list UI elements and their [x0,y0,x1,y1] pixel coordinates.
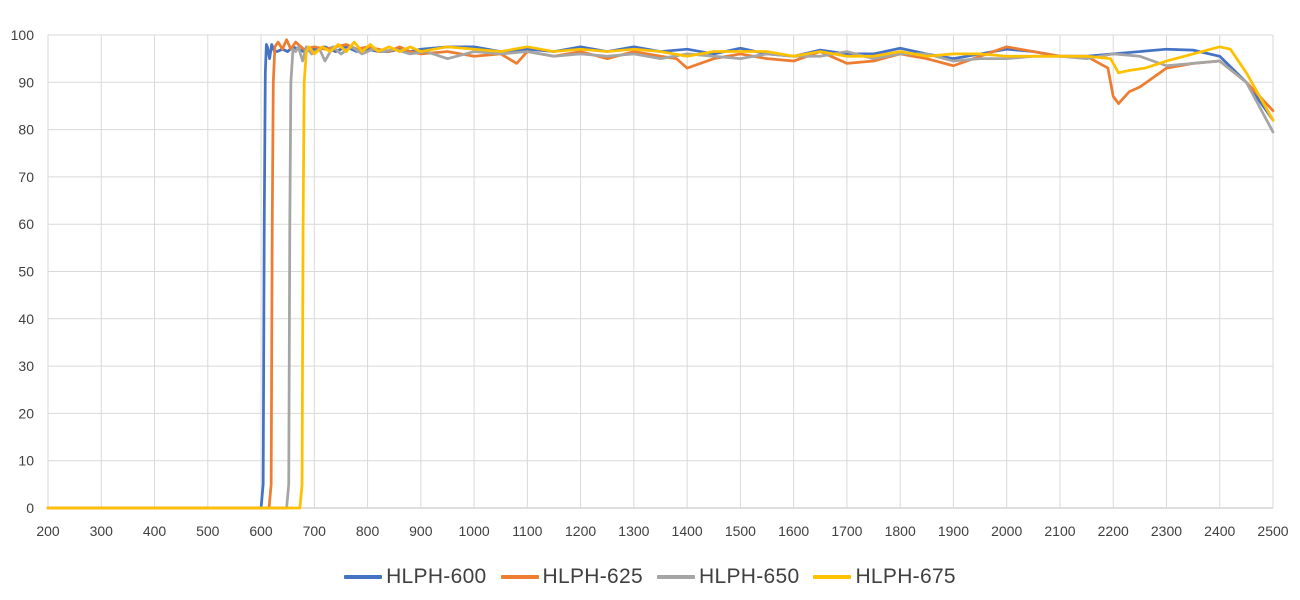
y-tick-label: 30 [18,358,34,374]
x-tick-label: 500 [196,523,220,539]
legend-item-hlph-650: HLPH-650 [657,565,799,589]
y-tick-label: 40 [18,311,34,327]
x-tick-label: 2300 [1151,523,1182,539]
x-tick-label: 1200 [565,523,596,539]
legend-item-hlph-675: HLPH-675 [813,565,956,589]
series-line-hlph-600 [46,43,1275,510]
x-tick-label: 200 [36,523,60,539]
y-tick-label: 100 [11,27,35,43]
x-tick-label: 1100 [512,523,542,539]
x-tick-label: 600 [249,523,273,539]
legend-label: HLPH-625 [542,565,643,588]
x-tick-label: 400 [143,523,167,539]
x-tick-label: 1800 [885,523,916,539]
x-tick-label: 1300 [618,523,649,539]
series-lines [46,38,1275,510]
legend-label: HLPH-650 [699,565,800,588]
y-tick-label: 80 [18,122,34,138]
x-tick-label: 2100 [1044,523,1075,539]
legend-item-hlph-625: HLPH-625 [500,565,643,589]
x-tick-label: 800 [356,523,380,539]
y-axis-tick-labels: 0 10 20 30 40 50 60 70 80 90 100 [11,27,35,516]
line-chart: 0 10 20 30 40 50 60 70 80 90 100 200 300 400 500 600 70… [11,27,1289,539]
y-tick-label: 20 [18,405,34,421]
x-tick-label: 900 [409,523,433,539]
legend: HLPH-600 HLPH-625 HLPH-650 HLPH-675 [0,560,1300,594]
legend-swatch [657,575,695,579]
legend-label: HLPH-675 [855,565,956,588]
x-tick-label: 300 [90,523,114,539]
x-tick-label: 2200 [1098,523,1129,539]
legend-label: HLPH-600 [386,565,487,588]
x-tick-label: 1600 [778,523,809,539]
series-line-hlph-625 [46,38,1275,510]
gridlines [47,34,1274,509]
legend-item-hlph-600: HLPH-600 [344,565,486,589]
x-tick-label: 2000 [991,523,1022,539]
series-line-hlph-675 [46,40,1275,510]
x-tick-label: 1900 [938,523,969,539]
x-tick-label: 2400 [1204,523,1235,539]
x-tick-label: 2500 [1257,523,1288,539]
y-tick-label: 70 [18,169,34,185]
legend-swatch [813,575,852,579]
x-axis-tick-labels: 200 300 400 500 600 700 800 900 1000 1100 1200 1300… [36,523,1288,539]
series-line-hlph-650 [46,45,1275,510]
legend-swatch [344,575,383,579]
x-tick-label: 700 [303,523,327,539]
x-tick-label: 1400 [672,523,703,539]
y-tick-label: 90 [18,74,34,90]
y-tick-label: 0 [26,500,34,516]
y-tick-label: 60 [18,216,34,232]
y-tick-label: 10 [18,453,34,469]
x-tick-label: 1500 [725,523,756,539]
legend-swatch [500,575,539,579]
y-tick-label: 50 [18,264,34,280]
x-tick-label: 1000 [459,523,490,539]
x-tick-label: 1700 [831,523,862,539]
